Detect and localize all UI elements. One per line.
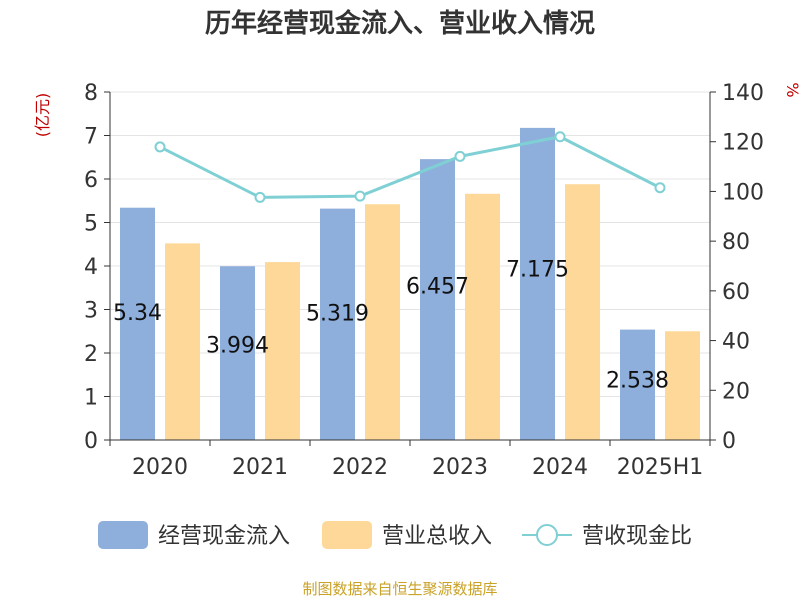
right-tick-label: 60 — [722, 280, 750, 305]
left-tick-label: 4 — [84, 255, 98, 280]
data-labels: 5.34 3.994 5.319 6.457 7.175 2.538 — [113, 257, 669, 393]
bar-revenue — [265, 262, 300, 440]
cash-inflow-data-label: 2.538 — [606, 368, 669, 393]
left-tick-label: 5 — [84, 212, 98, 237]
left-tick-label: 2 — [84, 342, 98, 367]
left-tick-label: 6 — [84, 168, 98, 193]
ratio-line-point — [654, 182, 666, 194]
bar-revenue — [365, 204, 400, 440]
x-tick-label: 2024 — [532, 455, 588, 480]
legend-swatch-ratio-marker — [536, 524, 558, 546]
ratio-line-point — [154, 141, 166, 153]
left-tick-label: 3 — [84, 299, 98, 324]
x-tick-label: 2021 — [232, 455, 288, 480]
legend-swatch-revenue — [322, 521, 372, 549]
legend-label-revenue: 营业总收入 — [382, 524, 492, 549]
x-tick-label: 2020 — [132, 455, 188, 480]
left-tick-label: 1 — [84, 386, 98, 411]
ratio-line-point — [454, 150, 466, 162]
ratio-line-point — [254, 191, 266, 203]
right-tick-label: 120 — [722, 131, 764, 156]
bar-cash-inflow — [220, 266, 255, 440]
bar-cash-inflow — [420, 159, 455, 441]
left-tick-label: 8 — [84, 81, 98, 106]
bar-cash-inflow — [120, 207, 155, 440]
bar-cash-inflow — [520, 127, 555, 440]
x-tick-label: 2025H1 — [617, 455, 704, 480]
legend-swatch-cash-inflow — [98, 521, 148, 549]
cash-inflow-data-label: 6.457 — [406, 275, 469, 300]
left-axis-unit: (亿元) — [33, 93, 52, 138]
left-tick-label: 7 — [84, 125, 98, 150]
chart-title: 历年经营现金流入、营业收入情况 — [205, 8, 595, 39]
right-tick-label: 80 — [722, 230, 750, 255]
right-tick-label: 0 — [722, 429, 736, 454]
legend: 经营现金流入 营业总收入 营收现金比 — [98, 521, 692, 549]
gridlines — [110, 91, 710, 397]
bar-revenue — [665, 331, 700, 440]
right-axis-unit: % — [783, 82, 800, 97]
bar-revenue — [565, 184, 600, 440]
x-tick-label: 2022 — [332, 455, 388, 480]
legend-label-ratio: 营收现金比 — [582, 524, 692, 549]
cash-inflow-data-label: 7.175 — [506, 257, 569, 282]
left-tick-label: 0 — [84, 429, 98, 454]
bars — [120, 127, 700, 441]
right-tick-label: 140 — [722, 81, 764, 106]
ratio-line-path — [159, 135, 661, 199]
cash-inflow-data-label: 3.994 — [206, 333, 269, 358]
bar-cash-inflow — [320, 208, 355, 440]
right-tick-label: 40 — [722, 330, 750, 355]
cash-inflow-data-label: 5.34 — [113, 301, 162, 326]
x-tick-label: 2023 — [432, 455, 488, 480]
legend-label-cash-inflow: 经营现金流入 — [158, 524, 290, 549]
ratio-line — [154, 131, 666, 203]
ratio-line-point — [554, 131, 566, 143]
right-tick-label: 20 — [722, 379, 750, 404]
ratio-line-point — [354, 190, 366, 202]
right-tick-label: 100 — [722, 180, 764, 205]
bar-revenue — [465, 193, 500, 440]
cash-inflow-data-label: 5.319 — [306, 302, 369, 327]
source-note: 制图数据来自恒生聚源数据库 — [302, 580, 497, 598]
bar-cash-inflow — [620, 329, 655, 440]
bar-revenue — [165, 243, 200, 440]
